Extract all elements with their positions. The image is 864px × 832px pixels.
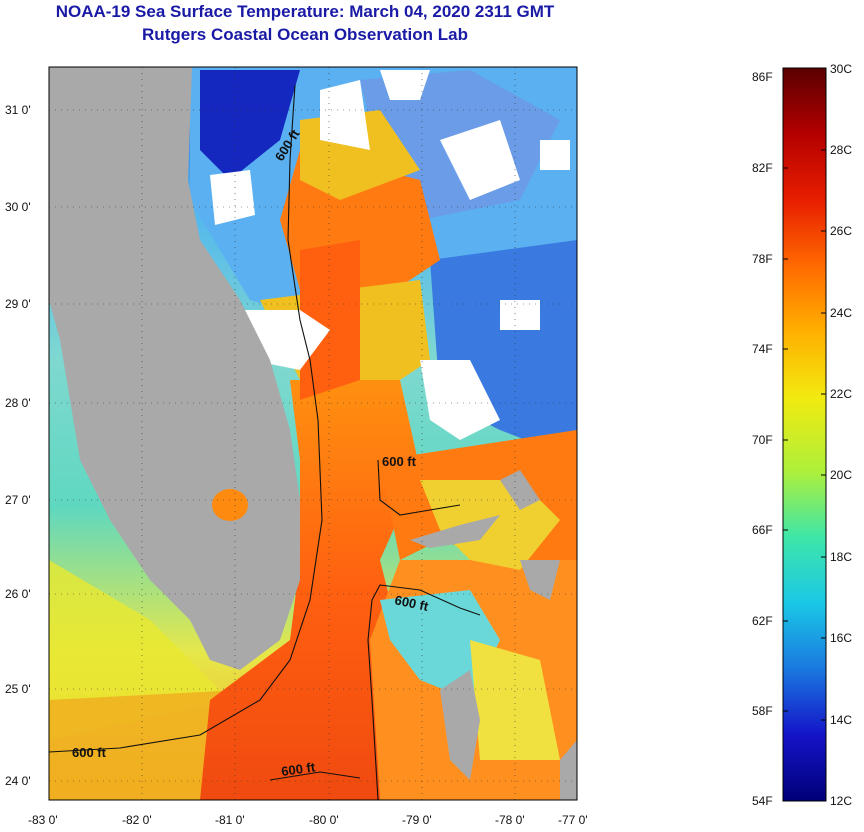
- lat-tick-label: 26 0': [5, 587, 31, 601]
- cb-c-label: 30C: [830, 62, 853, 76]
- cb-f-label: 82F: [752, 161, 773, 175]
- lat-tick-label: 28 0': [5, 396, 31, 410]
- lon-tick-label: -79 0': [402, 813, 432, 827]
- cb-f-label: 78F: [752, 252, 773, 266]
- map-subtitle: Rutgers Coastal Ocean Observation Lab: [142, 25, 468, 44]
- lon-tick-label: -81 0': [215, 813, 245, 827]
- cb-c-label: 14C: [830, 713, 853, 727]
- cb-f-label: 58F: [752, 704, 773, 718]
- colorbar-ticks: [783, 149, 826, 721]
- cb-f-label: 74F: [752, 342, 773, 356]
- cb-f-label: 66F: [752, 523, 773, 537]
- isobath-label: 600 ft: [393, 592, 430, 614]
- lat-tick-label: 25 0': [5, 682, 31, 696]
- lat-tick-label: 30 0': [5, 200, 31, 214]
- map-plot-area: [49, 67, 577, 800]
- lat-tick-label: 31 0': [5, 103, 31, 117]
- longitude-axis: -83 0' -82 0' -81 0' -80 0' -79 0' -78 0…: [28, 813, 588, 827]
- cb-f-label: 86F: [752, 70, 773, 84]
- isobath-label: 600 ft: [382, 454, 417, 469]
- cb-c-label: 20C: [830, 468, 853, 482]
- latitude-axis: 31 0' 30 0' 29 0' 28 0' 27 0' 26 0' 25 0…: [5, 103, 31, 788]
- map-frame: [48, 66, 578, 801]
- lat-tick-label: 27 0': [5, 493, 31, 507]
- lat-tick-label: 24 0': [5, 774, 31, 788]
- lon-tick-label: -82 0': [122, 813, 152, 827]
- cb-c-label: 18C: [830, 550, 853, 564]
- temperature-colorbar: [782, 67, 827, 802]
- cb-f-label: 62F: [752, 614, 773, 628]
- cb-f-label: 54F: [752, 794, 773, 808]
- cb-c-label: 12C: [830, 794, 853, 808]
- cb-c-label: 28C: [830, 143, 853, 157]
- lon-tick-label: -78 0': [495, 813, 525, 827]
- cb-f-label: 70F: [752, 433, 773, 447]
- cb-c-label: 22C: [830, 387, 853, 401]
- cb-c-label: 26C: [830, 224, 853, 238]
- map-title: NOAA-19 Sea Surface Temperature: March 0…: [55, 2, 555, 21]
- cb-c-label: 16C: [830, 631, 853, 645]
- cb-c-label: 24C: [830, 306, 853, 320]
- isobath-label: 600 ft: [280, 759, 316, 779]
- lon-tick-label: -77 0': [558, 813, 588, 827]
- lon-tick-label: -83 0': [28, 813, 58, 827]
- lat-tick-label: 29 0': [5, 297, 31, 311]
- lon-tick-label: -80 0': [309, 813, 339, 827]
- isobath-label: 600 ft: [72, 745, 107, 760]
